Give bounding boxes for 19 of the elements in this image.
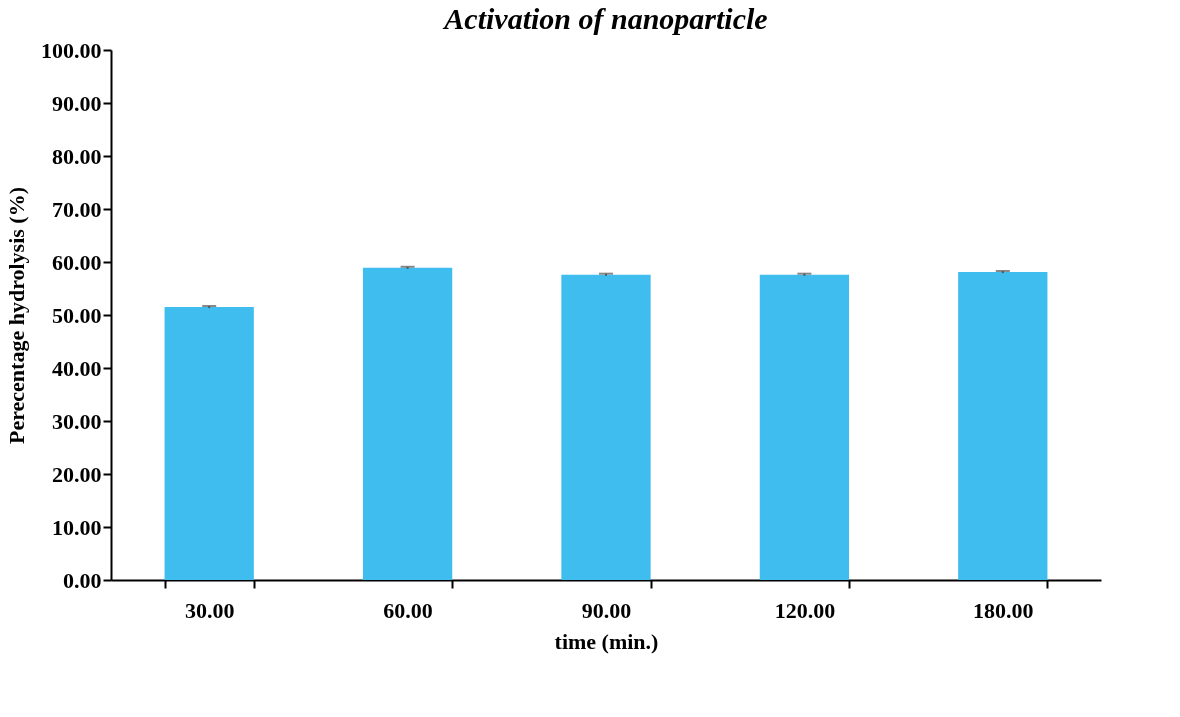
x-axis-title: time (min.) [554,628,659,654]
x-tick-label: 30.00 [184,597,235,623]
y-tick-label: 80.00 [52,143,102,169]
y-tick-label: 60.00 [52,249,102,275]
chart-title: Activation of nanoparticle [442,2,768,35]
y-tick-label: 20.00 [52,461,102,487]
y-tick-label: 70.00 [52,196,102,222]
y-tick-label: 40.00 [52,355,102,381]
y-tick-label: 30.00 [52,408,102,434]
y-tick-label: 10.00 [52,514,102,540]
y-tick-label: 100.00 [41,37,102,63]
x-tick-label: 90.00 [581,597,632,623]
y-tick-label: 50.00 [52,302,102,328]
x-tick-label: 180.00 [973,597,1034,623]
y-tick-label: 0.00 [63,567,102,593]
x-tick-label: 120.00 [774,597,836,623]
y-tick-label: 90.00 [52,90,102,116]
y-axis-title: Perecentage hydrolysis (%) [4,186,29,445]
x-tick-label: 60.00 [383,597,433,623]
